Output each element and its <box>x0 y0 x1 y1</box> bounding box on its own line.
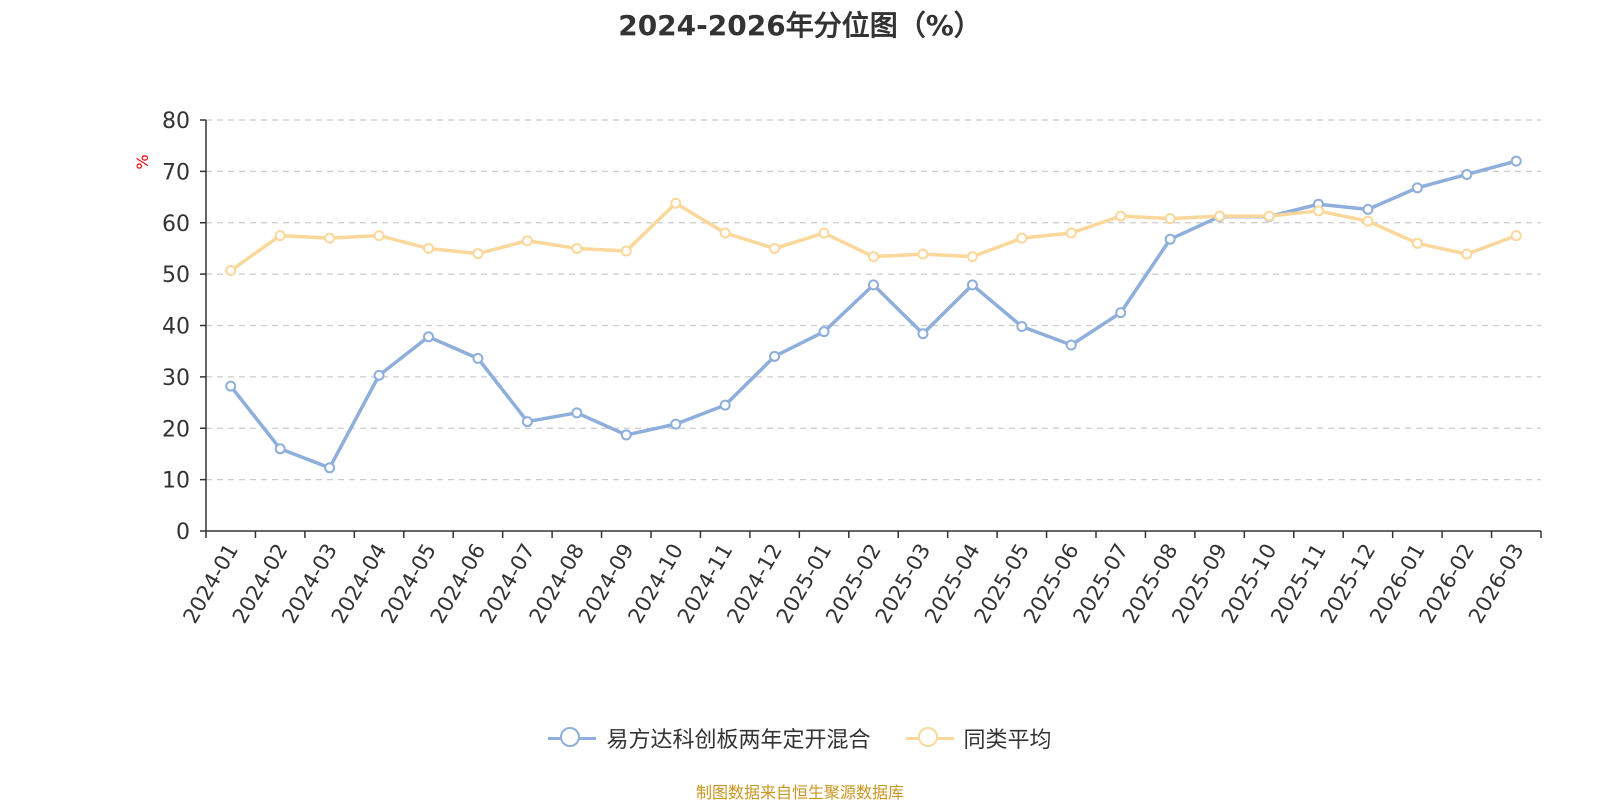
legend-marker-icon <box>905 726 954 750</box>
legend-marker-icon <box>548 726 597 750</box>
data-point-2 <box>1263 210 1275 222</box>
data-point-2 <box>670 197 682 209</box>
data-point-2 <box>620 245 632 257</box>
data-point-1 <box>472 352 484 364</box>
data-point-1 <box>324 462 336 474</box>
data-point-2 <box>472 248 484 260</box>
series-line-1 <box>229 159 1517 470</box>
y-tick-label: 70 <box>162 160 190 185</box>
data-point-2 <box>769 242 781 254</box>
data-point-1 <box>1016 321 1028 333</box>
data-point-2 <box>571 242 583 254</box>
data-point-2 <box>1065 227 1077 239</box>
data-point-2 <box>1164 213 1176 225</box>
data-point-1 <box>620 429 632 441</box>
data-point-1 <box>423 331 434 343</box>
y-tick-label: 10 <box>162 469 190 494</box>
line-chart: 01020304050607080%2024-012024-022024-032… <box>133 109 1542 627</box>
data-point-2 <box>225 265 237 277</box>
data-point-2 <box>1411 237 1423 249</box>
data-point-2 <box>1362 215 1374 227</box>
y-tick-label: 40 <box>162 315 190 340</box>
data-point-1 <box>966 279 978 291</box>
data-point-2 <box>719 227 731 239</box>
data-point-1 <box>373 369 385 381</box>
source-note: 制图数据来自恒生聚源数据库 <box>695 783 904 802</box>
chart-title: 2024-2026年分位图（%） <box>618 9 982 42</box>
y-tick-label: 60 <box>162 212 190 237</box>
data-point-2 <box>917 248 929 260</box>
data-point-1 <box>1461 168 1473 180</box>
y-tick-label: 0 <box>176 520 190 545</box>
data-point-1 <box>1362 203 1374 215</box>
data-point-2 <box>1214 210 1226 222</box>
legend-label: 同类平均 <box>963 728 1052 753</box>
y-tick-label: 50 <box>162 263 190 288</box>
legend-label: 易方达科创板两年定开混合 <box>606 728 871 753</box>
y-tick-label: 30 <box>162 366 190 391</box>
y-tick-label: 20 <box>162 417 190 442</box>
data-point-1 <box>1115 307 1127 319</box>
data-point-2 <box>521 235 533 247</box>
legend-item-series-1[interactable]: 易方达科创板两年定开混合 <box>548 722 871 754</box>
data-point-1 <box>719 399 731 411</box>
data-point-1 <box>571 407 583 419</box>
data-point-2 <box>966 251 978 263</box>
data-point-1 <box>670 418 682 430</box>
y-tick-label: 80 <box>162 109 190 134</box>
data-point-1 <box>769 350 781 362</box>
data-point-2 <box>423 242 434 254</box>
data-point-2 <box>868 251 879 263</box>
data-point-1 <box>225 380 237 392</box>
data-point-1 <box>274 443 286 455</box>
data-point-2 <box>1016 232 1028 244</box>
data-point-2 <box>1115 210 1127 222</box>
data-point-1 <box>521 416 533 428</box>
data-point-1 <box>868 279 879 291</box>
data-point-1 <box>818 326 830 338</box>
data-point-2 <box>373 230 385 242</box>
y-axis-unit: % <box>133 154 152 169</box>
data-point-1 <box>1164 233 1176 245</box>
data-point-1 <box>917 328 929 340</box>
data-point-1 <box>1510 155 1522 167</box>
data-point-1 <box>1411 182 1423 194</box>
data-point-2 <box>1510 230 1522 242</box>
data-point-1 <box>1065 339 1077 351</box>
data-point-2 <box>274 230 286 242</box>
data-point-2 <box>1313 205 1324 217</box>
data-point-2 <box>324 232 336 244</box>
legend-item-series-2[interactable]: 同类平均 <box>905 722 1052 754</box>
data-point-2 <box>1461 248 1473 260</box>
legend: 易方达科创板两年定开混合 同类平均 <box>0 722 1600 756</box>
data-point-2 <box>818 227 830 239</box>
